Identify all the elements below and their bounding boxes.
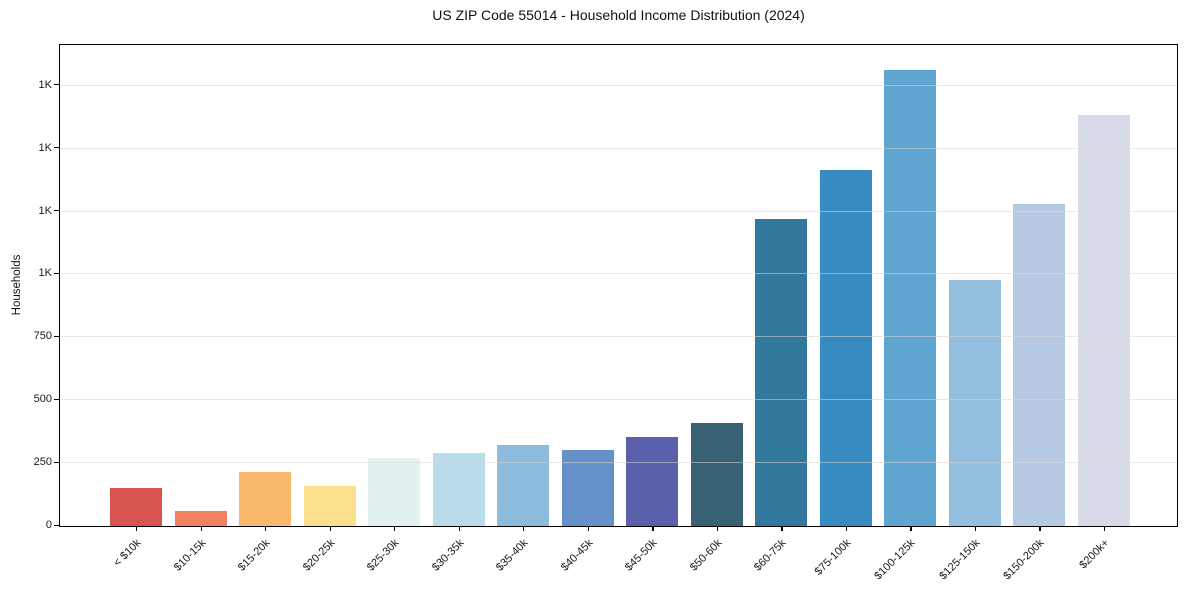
- chart-title: US ZIP Code 55014 - Household Income Dis…: [432, 7, 805, 23]
- x-tick-mark: [136, 526, 138, 531]
- gridline: [60, 147, 1177, 149]
- bar-150-200k: [1013, 203, 1066, 526]
- x-tick-label: $60-75k: [752, 537, 789, 574]
- y-tick-label: 1K: [38, 204, 52, 217]
- y-tick-label: 0: [45, 519, 52, 532]
- y-tick-label: 1K: [38, 267, 52, 280]
- y-tick-label: 1K: [38, 78, 52, 91]
- x-tick-mark: [652, 526, 654, 531]
- x-tick-label: < $10k: [111, 537, 144, 570]
- x-tick-mark: [1104, 526, 1106, 531]
- bar-30-35k: [432, 452, 485, 526]
- y-tick-mark: [53, 209, 59, 212]
- y-tick-mark: [53, 335, 59, 338]
- bar-15-20k: [239, 471, 292, 526]
- x-tick-label: $15-20k: [235, 537, 273, 574]
- bar-200k: [1078, 115, 1130, 526]
- y-tick-mark: [53, 272, 59, 275]
- y-axis-label: Households: [11, 254, 23, 316]
- bar-50-60k: [690, 422, 743, 526]
- x-tick-mark: [910, 526, 912, 531]
- x-tick-label: $30-35k: [429, 537, 467, 574]
- y-tick-mark: [53, 398, 59, 401]
- gridline: [60, 210, 1177, 212]
- x-tick-mark: [329, 526, 331, 531]
- y-tick-mark: [53, 83, 59, 86]
- gridline: [60, 273, 1177, 275]
- gridline: [60, 336, 1177, 338]
- bar-60-75k: [755, 218, 808, 526]
- gridline: [60, 462, 1177, 464]
- x-tick-mark: [200, 526, 202, 531]
- bar-10k: [110, 488, 162, 526]
- bar-25-30k: [368, 457, 421, 526]
- x-tick-label: $10-15k: [171, 537, 209, 574]
- x-tick-label: $40-45k: [558, 537, 596, 574]
- x-tick-mark: [1039, 526, 1041, 531]
- y-tick-mark: [53, 524, 59, 527]
- bar-10-15k: [174, 510, 227, 526]
- bar-75-100k: [819, 169, 872, 526]
- bar-45-50k: [626, 436, 679, 526]
- x-tick-label: $150-200k: [1001, 537, 1047, 583]
- y-tick-mark: [53, 461, 59, 464]
- x-tick-mark: [781, 526, 783, 531]
- x-tick-mark: [587, 526, 590, 531]
- bar-125-150k: [948, 280, 1001, 526]
- x-tick-label: $125-150k: [937, 537, 983, 583]
- gridline: [60, 399, 1177, 401]
- x-tick-mark: [716, 526, 719, 531]
- y-tick-label: 250: [33, 456, 52, 469]
- x-tick-label: $100-125k: [872, 537, 918, 583]
- x-tick-label: $200k+: [1077, 537, 1112, 572]
- x-tick-label: $35-40k: [494, 537, 531, 574]
- plot-area: < $10k $10-15k $15-20k $20-25k $25-30k $30-35…: [34, 44, 1178, 583]
- x-tick-label: $45-50k: [623, 537, 660, 574]
- x-tick-label: $20-25k: [300, 537, 338, 574]
- y-tick-label: 1K: [38, 141, 52, 154]
- y-tick-label: 500: [33, 393, 52, 406]
- y-tick-label: 750: [33, 330, 52, 343]
- bar-100-125k: [884, 70, 937, 526]
- x-tick-mark: [845, 526, 848, 531]
- x-tick-mark: [458, 526, 460, 531]
- x-tick-label: $25-30k: [365, 537, 402, 574]
- gridline: [60, 84, 1177, 86]
- x-tick-mark: [974, 526, 977, 531]
- x-tick-mark: [394, 526, 396, 531]
- y-tick-mark: [53, 146, 59, 149]
- bar-35-40k: [497, 445, 550, 526]
- bar-20-25k: [303, 485, 356, 526]
- x-tick-mark: [265, 526, 267, 531]
- x-tick-label: $50-60k: [687, 537, 725, 574]
- x-tick-mark: [523, 526, 525, 531]
- x-tick-label: $75-100k: [812, 537, 854, 579]
